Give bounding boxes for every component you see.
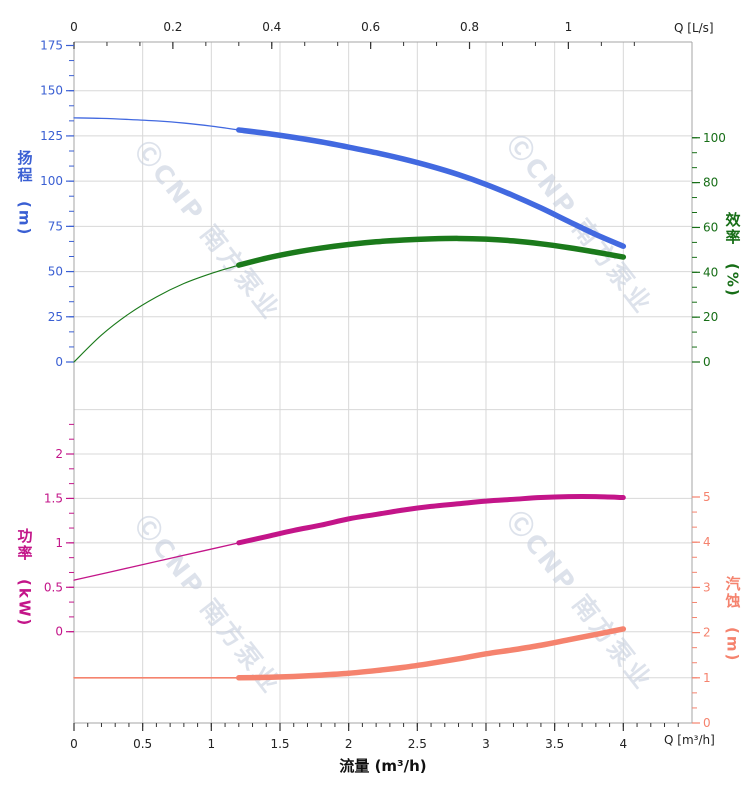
svg-text:2: 2 [703,626,711,640]
svg-text:0: 0 [70,737,78,751]
efficiency-y-axis: 0 20 40 60 80 100 [692,131,726,369]
top-axis-unit-label: Q [L/s] [674,21,714,35]
svg-text:0.5: 0.5 [44,580,63,594]
svg-text:25: 25 [48,310,63,324]
svg-text:125: 125 [40,129,63,143]
power-axis-title: 功率 (kW) [15,528,34,628]
svg-text:40: 40 [703,265,718,279]
svg-text:2.5: 2.5 [408,737,427,751]
svg-text:0: 0 [55,625,63,639]
head-axis-unit: (m) [15,201,34,237]
svg-text:0.4: 0.4 [262,20,281,34]
svg-text:100: 100 [40,174,63,188]
svg-text:75: 75 [48,219,63,233]
svg-text:1: 1 [565,20,573,34]
efficiency-axis-title: 效率 (%) [723,212,742,298]
svg-text:0: 0 [55,355,63,369]
top-x-axis: 0 0.2 0.4 0.6 0.8 1 [70,20,635,49]
flow-axis-title: 流量 (m³/h) [339,757,427,775]
npsh-curve [73,626,627,681]
svg-text:3: 3 [703,580,711,594]
svg-text:50: 50 [48,265,63,279]
svg-text:0: 0 [70,20,78,34]
svg-text:0: 0 [703,355,711,369]
svg-text:20: 20 [703,310,718,324]
power-axis-title-text: 功率 [15,528,34,562]
head-axis-title: 扬程 (m) [15,150,34,237]
svg-text:2: 2 [345,737,353,751]
power-curve [73,494,626,581]
npsh-axis-title: 汽蚀 (m) [723,576,742,663]
svg-text:1.5: 1.5 [270,737,289,751]
svg-text:100: 100 [703,131,726,145]
watermark-text: ⒸCNP 南方泵业 [501,506,658,696]
svg-text:1: 1 [208,737,216,751]
head-axis-title-text: 扬程 [15,150,34,184]
svg-text:80: 80 [703,176,718,190]
svg-text:60: 60 [703,220,718,234]
svg-text:5: 5 [703,490,711,504]
npsh-y-axis: 0 1 2 3 4 5 [692,490,711,730]
head-y-axis: 0 25 50 75 100 125 150 175 [40,38,74,369]
npsh-axis-unit: (m) [723,627,742,663]
efficiency-axis-title-text: 效率 [723,212,742,246]
bottom-axis-unit-label: Q [m³/h] [664,733,715,747]
svg-text:3.5: 3.5 [545,737,564,751]
npsh-axis-title-text: 汽蚀 [723,576,742,610]
svg-text:150: 150 [40,84,63,98]
svg-text:1: 1 [703,671,711,685]
power-y-axis: 0 0.5 1 1.5 2 [44,423,74,639]
head-curve [73,117,627,249]
svg-text:4: 4 [703,535,711,549]
svg-text:0.6: 0.6 [361,20,380,34]
watermark-text: ⒸCNP 南方泵业 [129,136,286,326]
efficiency-curve [73,235,627,363]
svg-text:0.8: 0.8 [460,20,479,34]
power-axis-unit: (kW) [15,579,34,628]
plot-frame [73,41,693,724]
svg-text:1.5: 1.5 [44,491,63,505]
svg-text:4: 4 [619,737,627,751]
svg-text:2: 2 [55,447,63,461]
svg-text:175: 175 [40,38,63,52]
svg-text:0: 0 [703,716,711,730]
svg-text:3: 3 [482,737,490,751]
bottom-x-axis: 0 0.5 1 1.5 2 2.5 3 3.5 4 [70,723,679,751]
svg-text:0.2: 0.2 [163,20,182,34]
efficiency-axis-unit: (%) [723,263,742,298]
svg-text:1: 1 [55,536,63,550]
svg-text:0.5: 0.5 [133,737,152,751]
gridlines [74,42,692,723]
